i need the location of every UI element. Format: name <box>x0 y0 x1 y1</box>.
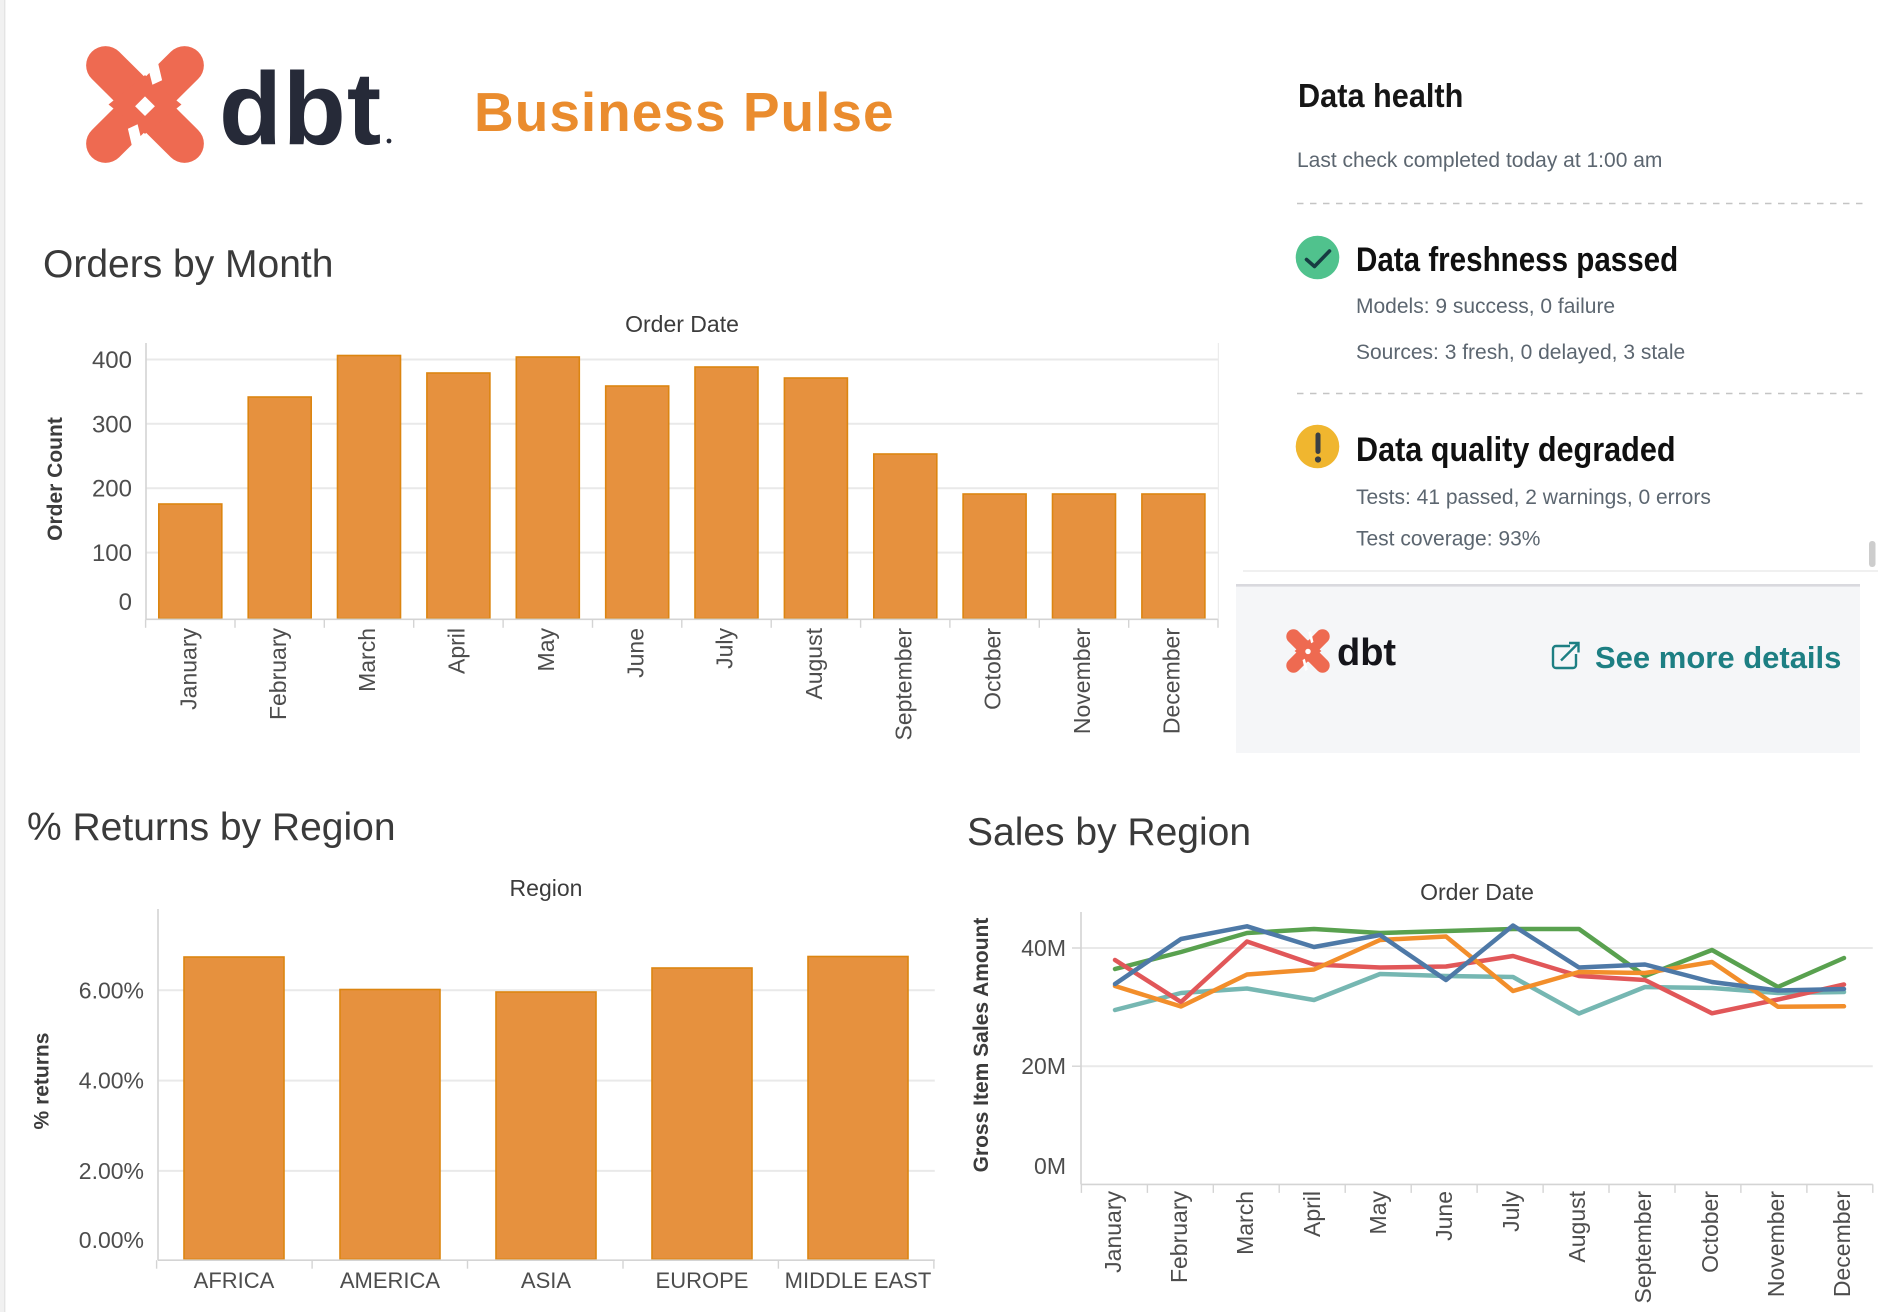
svg-text:0M: 0M <box>1034 1153 1066 1179</box>
svg-text:100: 100 <box>92 540 132 567</box>
svg-text:Tests: 41 passed, 2 warnings,: Tests: 41 passed, 2 warnings, 0 errors <box>1356 486 1711 509</box>
svg-text:August: August <box>1564 1190 1590 1262</box>
svg-text:6.00%: 6.00% <box>79 977 144 1003</box>
svg-text:AFRICA: AFRICA <box>194 1268 275 1293</box>
svg-text:November: November <box>1763 1191 1789 1297</box>
svg-text:December: December <box>1158 628 1184 734</box>
svg-text:300: 300 <box>92 411 132 438</box>
svg-text:Data quality degraded: Data quality degraded <box>1356 431 1676 469</box>
svg-text:September: September <box>890 628 916 741</box>
svg-text:October: October <box>980 628 1006 710</box>
svg-text:Business Pulse: Business Pulse <box>474 81 895 143</box>
svg-text:AMERICA: AMERICA <box>340 1268 441 1293</box>
svg-text:See more details: See more details <box>1595 640 1841 675</box>
svg-text:July: July <box>1498 1191 1524 1232</box>
svg-text:July: July <box>712 628 738 669</box>
svg-text:March: March <box>1232 1191 1258 1255</box>
svg-text:0: 0 <box>119 589 132 616</box>
svg-text:December: December <box>1829 1191 1855 1297</box>
svg-text:400: 400 <box>92 347 132 374</box>
svg-text:4.00%: 4.00% <box>79 1068 144 1094</box>
svg-text:EUROPE: EUROPE <box>656 1268 749 1293</box>
svg-text:0.00%: 0.00% <box>79 1227 144 1253</box>
svg-text:MIDDLE EAST: MIDDLE EAST <box>785 1268 932 1293</box>
svg-text:Region: Region <box>510 875 583 901</box>
svg-text:March: March <box>354 628 380 692</box>
svg-text:Models: 9 success, 0 failure: Models: 9 success, 0 failure <box>1356 295 1615 318</box>
svg-text:August: August <box>801 627 827 699</box>
svg-text:40M: 40M <box>1021 935 1066 961</box>
svg-text:May: May <box>1365 1191 1391 1235</box>
svg-text:Orders by Month: Orders by Month <box>43 243 333 286</box>
svg-text:ASIA: ASIA <box>521 1268 571 1293</box>
svg-text:February: February <box>1166 1191 1192 1284</box>
svg-text:January: January <box>175 628 201 710</box>
svg-text:dbt: dbt <box>1337 632 1396 674</box>
svg-text:January: January <box>1100 1191 1126 1273</box>
svg-text:Data health: Data health <box>1298 77 1463 114</box>
svg-text:% returns: % returns <box>31 1033 54 1130</box>
svg-text:Sales by Region: Sales by Region <box>967 811 1251 854</box>
svg-text:November: November <box>1069 628 1095 734</box>
svg-text:September: September <box>1630 1191 1656 1304</box>
svg-text:Order Date: Order Date <box>625 311 739 337</box>
svg-text:Order Date: Order Date <box>1420 879 1534 905</box>
svg-text:% Returns by Region: % Returns by Region <box>27 806 396 849</box>
svg-text:dbt: dbt <box>219 51 382 166</box>
svg-text:April: April <box>1299 1191 1325 1237</box>
svg-text:Sources: 3 fresh, 0 delayed, 3: Sources: 3 fresh, 0 delayed, 3 stale <box>1356 341 1685 364</box>
svg-text:Last check completed today at: Last check completed today at 1:00 am <box>1297 149 1662 172</box>
svg-text:June: June <box>622 628 648 678</box>
svg-text:October: October <box>1697 1191 1723 1273</box>
svg-text:20M: 20M <box>1021 1053 1066 1079</box>
svg-text:Order Count: Order Count <box>44 417 67 541</box>
svg-text:200: 200 <box>92 476 132 503</box>
svg-text:Data freshness passed: Data freshness passed <box>1356 240 1678 278</box>
svg-text:February: February <box>265 628 291 721</box>
svg-text:Gross Item Sales Amount: Gross Item Sales Amount <box>970 918 993 1173</box>
svg-text:April: April <box>443 628 469 674</box>
svg-text:May: May <box>533 628 559 672</box>
svg-text:Test coverage: 93%: Test coverage: 93% <box>1356 528 1540 551</box>
svg-text:2.00%: 2.00% <box>79 1158 144 1184</box>
svg-text:June: June <box>1431 1191 1457 1241</box>
